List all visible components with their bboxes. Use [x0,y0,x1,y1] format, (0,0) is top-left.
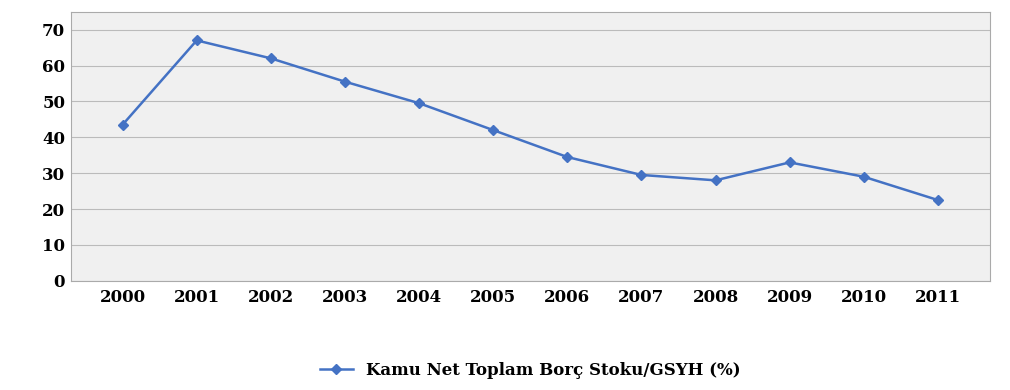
Kamu Net Toplam Borç Stoku/GSYH (%) [487,128,499,133]
Kamu Net Toplam Borç Stoku/GSYH (%) [339,79,351,84]
Kamu Net Toplam Borç Stoku/GSYH (%) [857,174,870,179]
Line: Kamu Net Toplam Borç Stoku/GSYH (%): Kamu Net Toplam Borç Stoku/GSYH (%) [119,37,941,204]
Kamu Net Toplam Borç Stoku/GSYH (%) [265,56,277,61]
Kamu Net Toplam Borç Stoku/GSYH (%) [191,38,203,43]
Kamu Net Toplam Borç Stoku/GSYH (%) [116,122,128,127]
Kamu Net Toplam Borç Stoku/GSYH (%) [635,173,647,177]
Kamu Net Toplam Borç Stoku/GSYH (%) [562,155,574,160]
Kamu Net Toplam Borç Stoku/GSYH (%) [709,178,721,183]
Kamu Net Toplam Borç Stoku/GSYH (%) [413,101,425,106]
Legend: Kamu Net Toplam Borç Stoku/GSYH (%): Kamu Net Toplam Borç Stoku/GSYH (%) [313,355,747,385]
Kamu Net Toplam Borç Stoku/GSYH (%) [784,160,796,165]
Kamu Net Toplam Borç Stoku/GSYH (%) [932,198,944,202]
